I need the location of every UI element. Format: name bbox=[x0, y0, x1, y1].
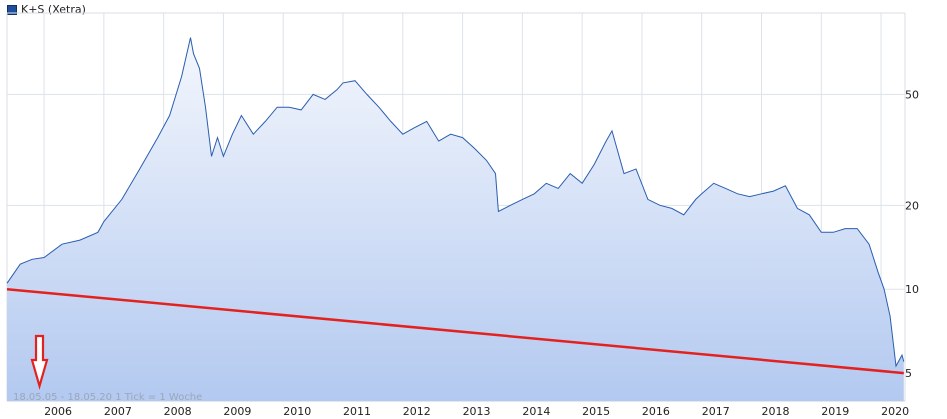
x-tick-label: 2017 bbox=[702, 405, 730, 418]
red-arrow-down-icon bbox=[30, 334, 49, 390]
price-area bbox=[7, 37, 904, 401]
y-tick-label: 20 bbox=[905, 199, 919, 212]
date-range-label: 18.05.05 - 18.05.20 1 Tick = 1 Woche bbox=[13, 392, 202, 403]
x-tick-label: 2008 bbox=[164, 405, 192, 418]
trend-line bbox=[6, 287, 904, 375]
x-tick-label: 2006 bbox=[44, 405, 72, 418]
x-tick-label: 2010 bbox=[283, 405, 311, 418]
legend-swatch bbox=[7, 4, 17, 15]
y-tick-label: 5 bbox=[905, 367, 912, 380]
x-tick-label: 2016 bbox=[642, 405, 670, 418]
x-tick-label: 2015 bbox=[582, 405, 610, 418]
x-tick-label: 2018 bbox=[762, 405, 790, 418]
price-line bbox=[6, 37, 905, 368]
x-tick-label: 2009 bbox=[223, 405, 251, 418]
x-tick-label: 2014 bbox=[522, 405, 550, 418]
x-tick-label: 2020 bbox=[881, 405, 909, 418]
y-tick-label: 10 bbox=[905, 283, 919, 296]
x-tick-label: 2012 bbox=[403, 405, 431, 418]
x-tick-label: 2019 bbox=[821, 405, 849, 418]
y-tick-label: 50 bbox=[905, 88, 919, 101]
x-tick-label: 2007 bbox=[104, 405, 132, 418]
y-axis-labels: 5 10 20 50 bbox=[905, 88, 919, 380]
x-axis-labels: 2006 2007 2008 2009 2010 2011 2012 2013 2014 2015… bbox=[44, 405, 909, 418]
x-tick-label: 2011 bbox=[343, 405, 371, 418]
x-tick-label: 2013 bbox=[463, 405, 491, 418]
